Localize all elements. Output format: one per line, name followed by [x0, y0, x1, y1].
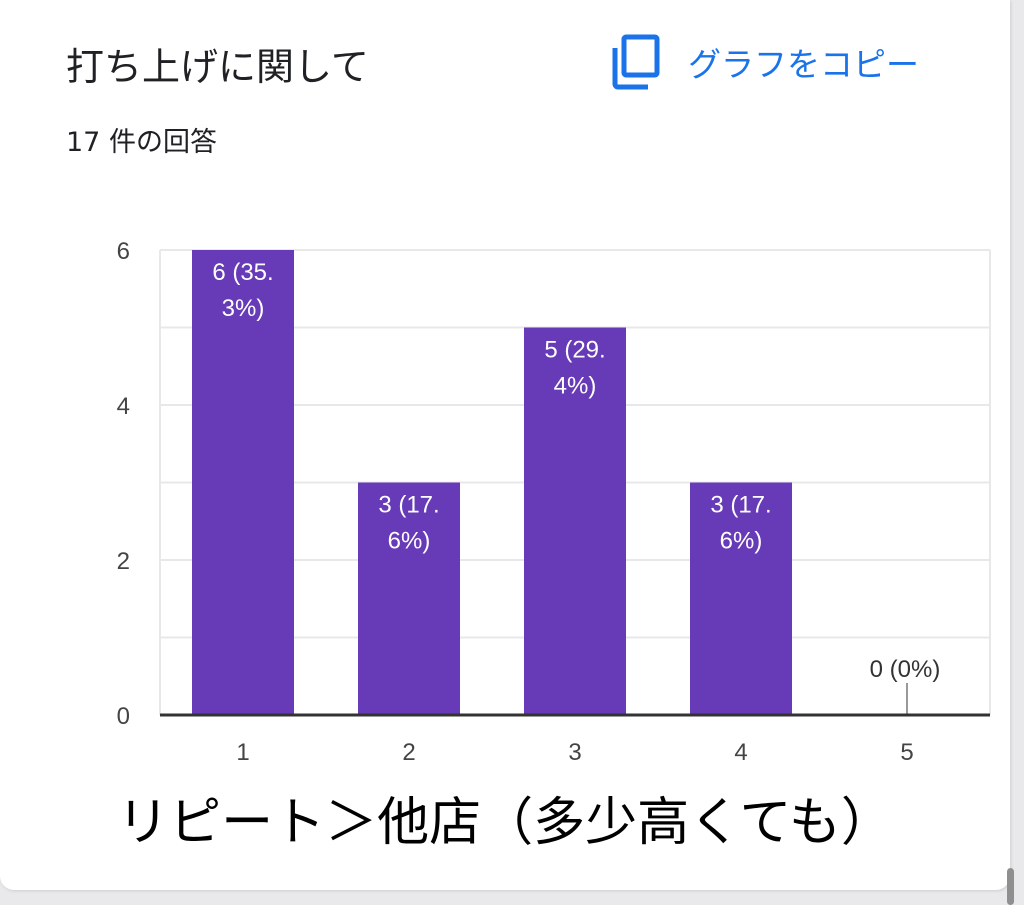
x-tick-label: 1: [236, 739, 249, 766]
data-label: 3%): [222, 295, 265, 322]
x-tick-label: 5: [900, 739, 913, 766]
scrollbar[interactable]: [1007, 868, 1014, 905]
response-count: 17 件の回答: [66, 127, 217, 158]
x-tick-label: 2: [402, 739, 415, 766]
data-label: 6%): [720, 528, 763, 555]
data-label: 3 (17.: [710, 492, 771, 519]
y-tick-label: 2: [117, 548, 130, 575]
data-label: 3 (17.: [378, 492, 439, 519]
data-label: 0 (0%): [870, 656, 941, 683]
bar: [690, 482, 792, 715]
copy-icon: [612, 34, 660, 90]
x-tick-label: 4: [734, 739, 747, 766]
chart-card: 打ち上げに関して グラフをコピー 17 件の回答 0 2 4 6 6 (35. 3%) 1 3…: [0, 0, 1010, 890]
data-label: 4%): [554, 373, 597, 400]
question-title: 打ち上げに関して: [66, 45, 369, 89]
data-label: 5 (29.: [544, 337, 605, 364]
bar: [524, 327, 626, 715]
data-label: 6%): [388, 528, 431, 555]
copy-chart-button[interactable]: グラフをコピー: [610, 34, 919, 90]
y-tick-label: 4: [117, 393, 130, 420]
y-tick-label: 6: [117, 238, 130, 265]
x-tick-label: 3: [568, 739, 581, 766]
data-label: 6 (35.: [212, 259, 273, 286]
x-axis-label: リピート＞他店（多少高くても）: [117, 793, 893, 853]
bar: [358, 482, 460, 715]
y-tick-label: 0: [117, 703, 130, 730]
copy-chart-label: グラフをコピー: [688, 45, 919, 84]
bar: [192, 250, 294, 715]
bar-chart: 0 2 4 6 6 (35. 3%) 1 3 (17. 6%) 2 5 (29. 4%) 3 3 (17.…: [117, 238, 991, 766]
